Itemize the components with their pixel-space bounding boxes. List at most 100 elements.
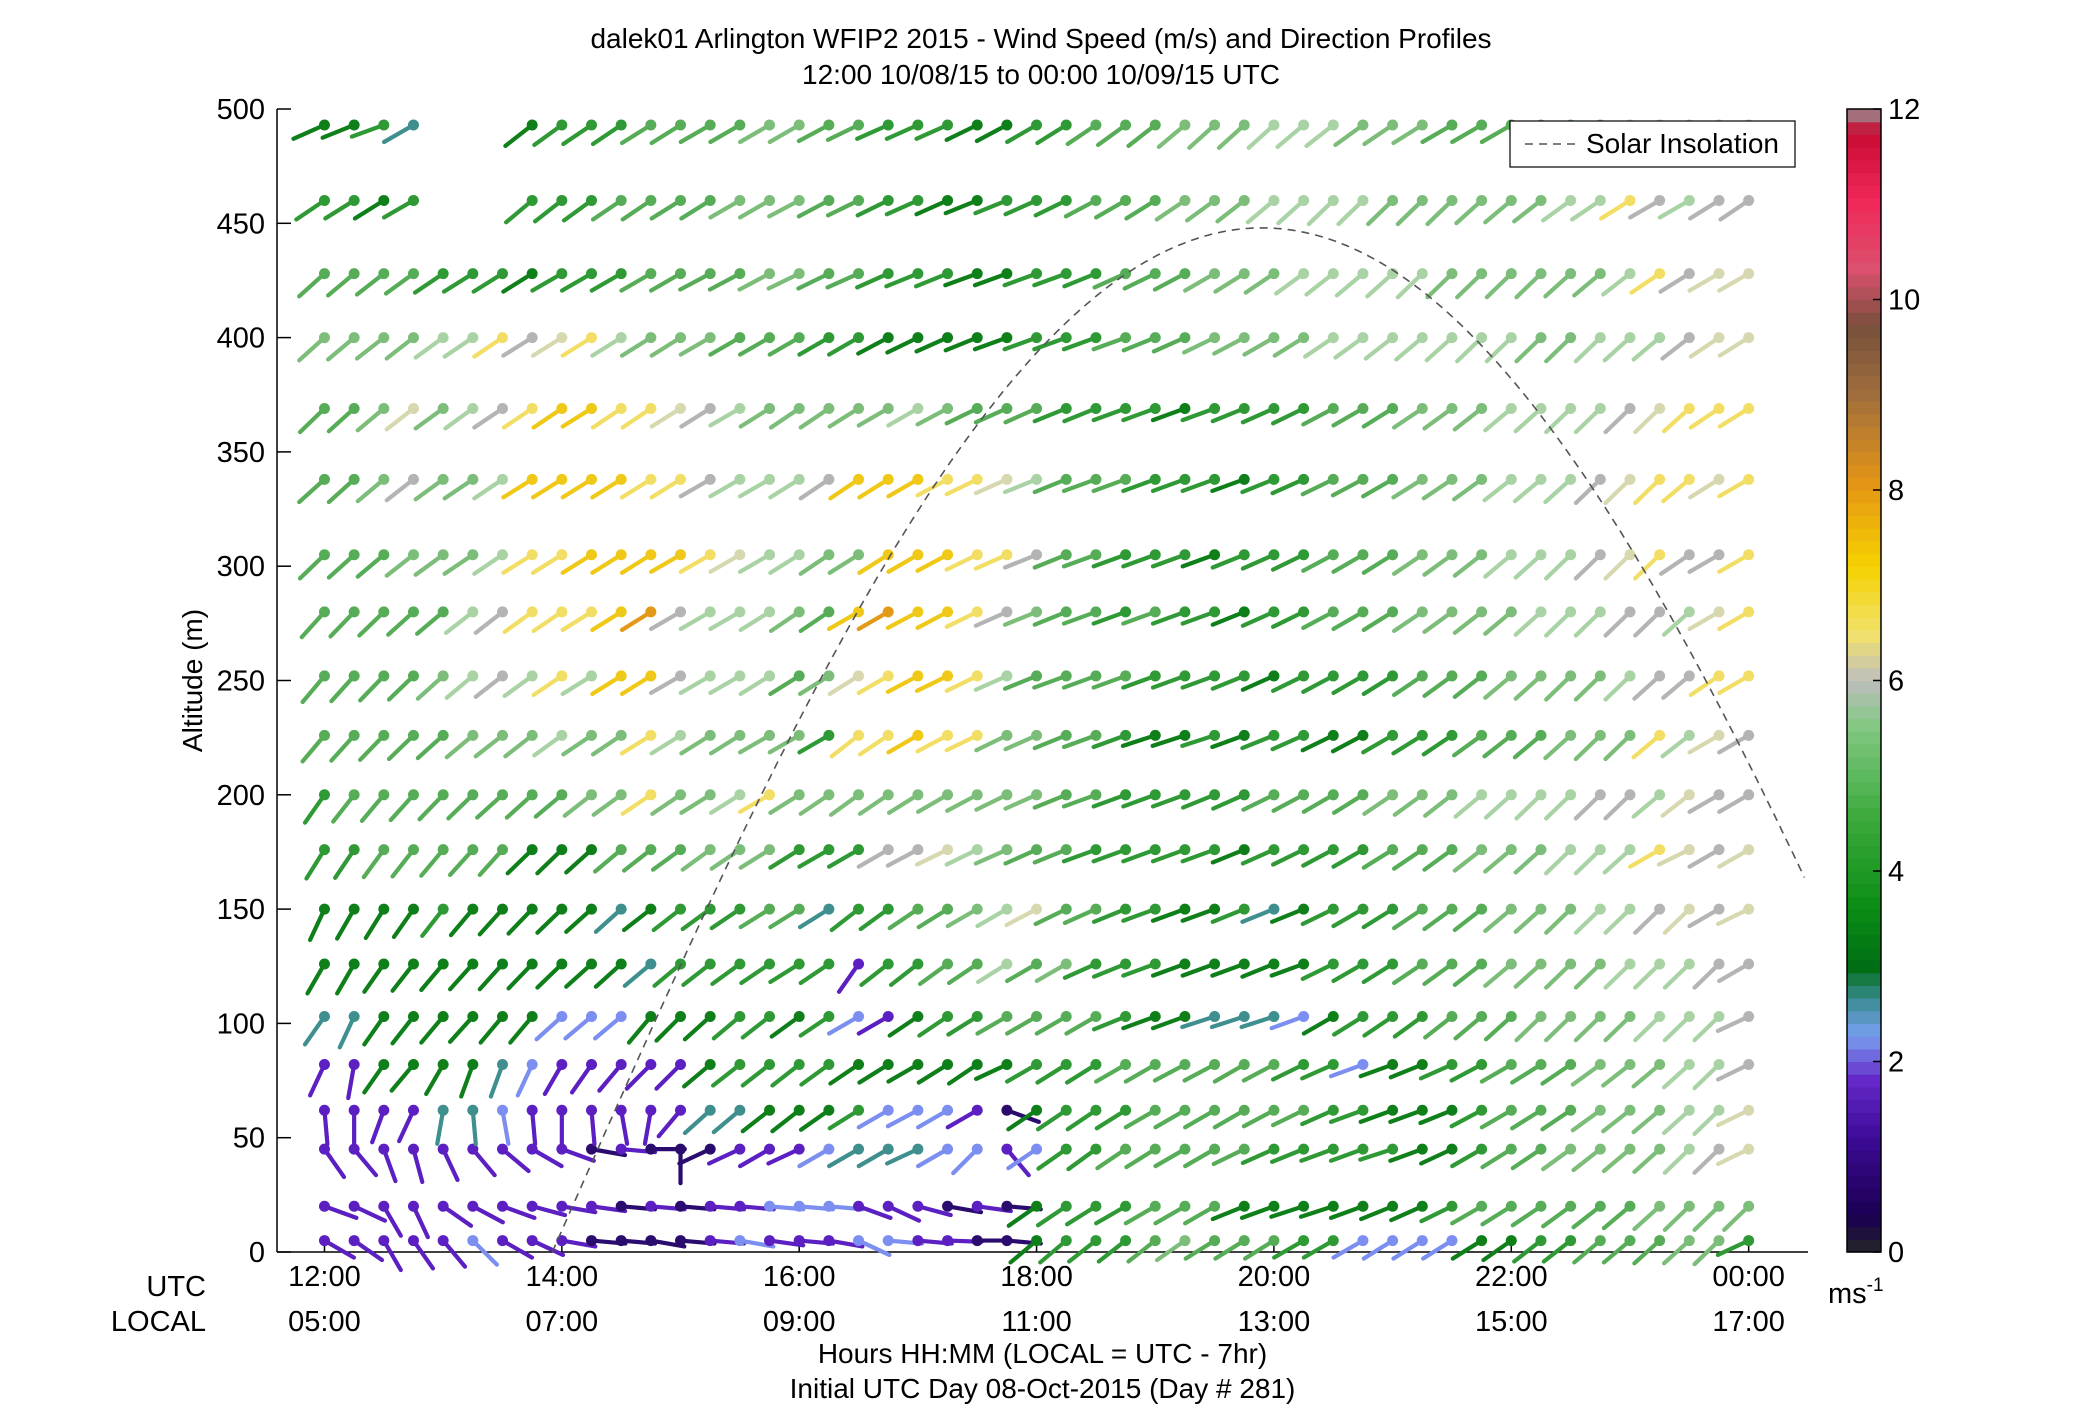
wind-barb-dot (645, 1059, 657, 1071)
wind-barb-dot (1476, 268, 1488, 280)
wind-barb (1449, 1104, 1488, 1129)
wind-barb (944, 119, 983, 143)
wind-barb (1123, 1059, 1161, 1084)
wind-barb-staff (825, 271, 861, 290)
wind-barb (300, 729, 330, 764)
wind-barb-staff (1032, 406, 1069, 424)
wind-barb (825, 268, 865, 290)
wind-barb (1091, 729, 1132, 750)
x-axis: 12:0005:0014:0007:0016:0009:0018:0011:00… (288, 1238, 1785, 1338)
wind-barb-staff (413, 335, 446, 360)
wind-barb (328, 606, 360, 639)
wind-barb (1328, 1059, 1369, 1079)
wind-barb (1061, 606, 1102, 626)
wind-barb-dot (1416, 1011, 1428, 1023)
wind-barb (1362, 1011, 1399, 1038)
wind-barb (675, 1143, 687, 1186)
wind-barb (1599, 194, 1636, 221)
wind-barb (1717, 549, 1755, 574)
wind-barb-dot (912, 670, 924, 682)
wind-barb-staff (626, 1014, 653, 1045)
wind-barb-dot (971, 1200, 983, 1212)
wind-barb (1210, 606, 1250, 627)
wind-barb (1692, 1104, 1725, 1136)
wind-barb (1544, 903, 1577, 935)
wind-barb (526, 1143, 564, 1169)
wind-barb-dot (1654, 670, 1666, 682)
wind-barb-dot (1565, 606, 1577, 618)
wind-barb (914, 332, 954, 354)
wind-barb (1150, 606, 1191, 626)
wind-barb (799, 1059, 835, 1087)
wind-barb (619, 473, 657, 500)
wind-barb-staff (767, 733, 802, 755)
wind-barb-dot (912, 194, 924, 206)
wind-barb (619, 606, 657, 633)
wind-barb-dot (586, 119, 598, 131)
wind-barb (1124, 194, 1161, 221)
wind-barb (1002, 473, 1043, 495)
wind-barb-dot (912, 402, 924, 414)
wind-barb-staff (419, 847, 446, 878)
wind-barb-dot (1416, 549, 1428, 561)
wind-barb-dot (704, 332, 716, 344)
wind-barb (1006, 1200, 1043, 1228)
wind-barb-staff (708, 673, 742, 696)
wind-barb-dot (1179, 332, 1191, 344)
wind-barb (526, 1235, 566, 1258)
wind-barb (859, 958, 894, 987)
wind-barb-staff (710, 961, 742, 987)
wind-barb (1122, 268, 1161, 291)
wind-barb-staff (1300, 1108, 1336, 1127)
wind-barb (564, 958, 598, 989)
wind-barb (738, 670, 776, 697)
wind-barb-dot (1031, 332, 1043, 344)
y-axis-label: Altitude (m) (177, 609, 208, 752)
wind-barb (1452, 473, 1488, 502)
wind-barb (1692, 1143, 1725, 1175)
wind-barb (737, 473, 776, 499)
wind-barb-dot (467, 549, 479, 561)
wind-barb-dot (1654, 194, 1666, 206)
wind-barb (386, 729, 419, 762)
wind-barb-staff (915, 406, 950, 427)
wind-barb-staff (413, 406, 446, 431)
wind-barb-dot (675, 332, 687, 344)
colorbar-segment (1847, 236, 1881, 250)
wind-barb-staff (500, 1147, 531, 1174)
wind-barb (1482, 729, 1517, 759)
wind-barb (1180, 844, 1221, 864)
wind-barb-staff (515, 1062, 535, 1098)
wind-barb-dot (348, 119, 360, 131)
wind-barb-dot (882, 549, 894, 561)
wind-barb-dot (407, 1200, 419, 1212)
wind-barb (706, 1143, 746, 1166)
wind-barb (1124, 1143, 1161, 1170)
wind-barb (1573, 844, 1606, 876)
wind-barb-staff (1150, 733, 1188, 748)
wind-barb (1035, 1059, 1072, 1085)
wind-barb-dot (734, 119, 746, 131)
wind-barb-staff (1154, 1238, 1188, 1263)
wind-barb (1002, 549, 1043, 570)
wind-barb-staff (1092, 271, 1128, 290)
wind-barb-dot (1179, 789, 1191, 801)
wind-barb-staff (680, 847, 713, 872)
wind-barb-staff (1573, 906, 1603, 935)
wind-barb (1631, 1059, 1666, 1089)
wind-barb-staff (1544, 847, 1573, 876)
wind-barb-dot (1505, 958, 1517, 970)
wind-barb-dot (1001, 332, 1013, 344)
wind-barb (943, 194, 983, 216)
wind-barb (825, 194, 865, 218)
wind-barb (1269, 1011, 1310, 1031)
wind-barb-dot (318, 958, 330, 970)
wind-barb-staff (678, 122, 713, 145)
wind-barb-staff (621, 906, 653, 933)
wind-barb-dot (1268, 1143, 1280, 1155)
wind-barb-staff (1212, 1062, 1247, 1084)
wind-barb (1603, 789, 1636, 821)
wind-barb (1180, 402, 1221, 423)
wind-barb-dot (1565, 1059, 1577, 1071)
wind-barb-dot (1594, 844, 1606, 856)
